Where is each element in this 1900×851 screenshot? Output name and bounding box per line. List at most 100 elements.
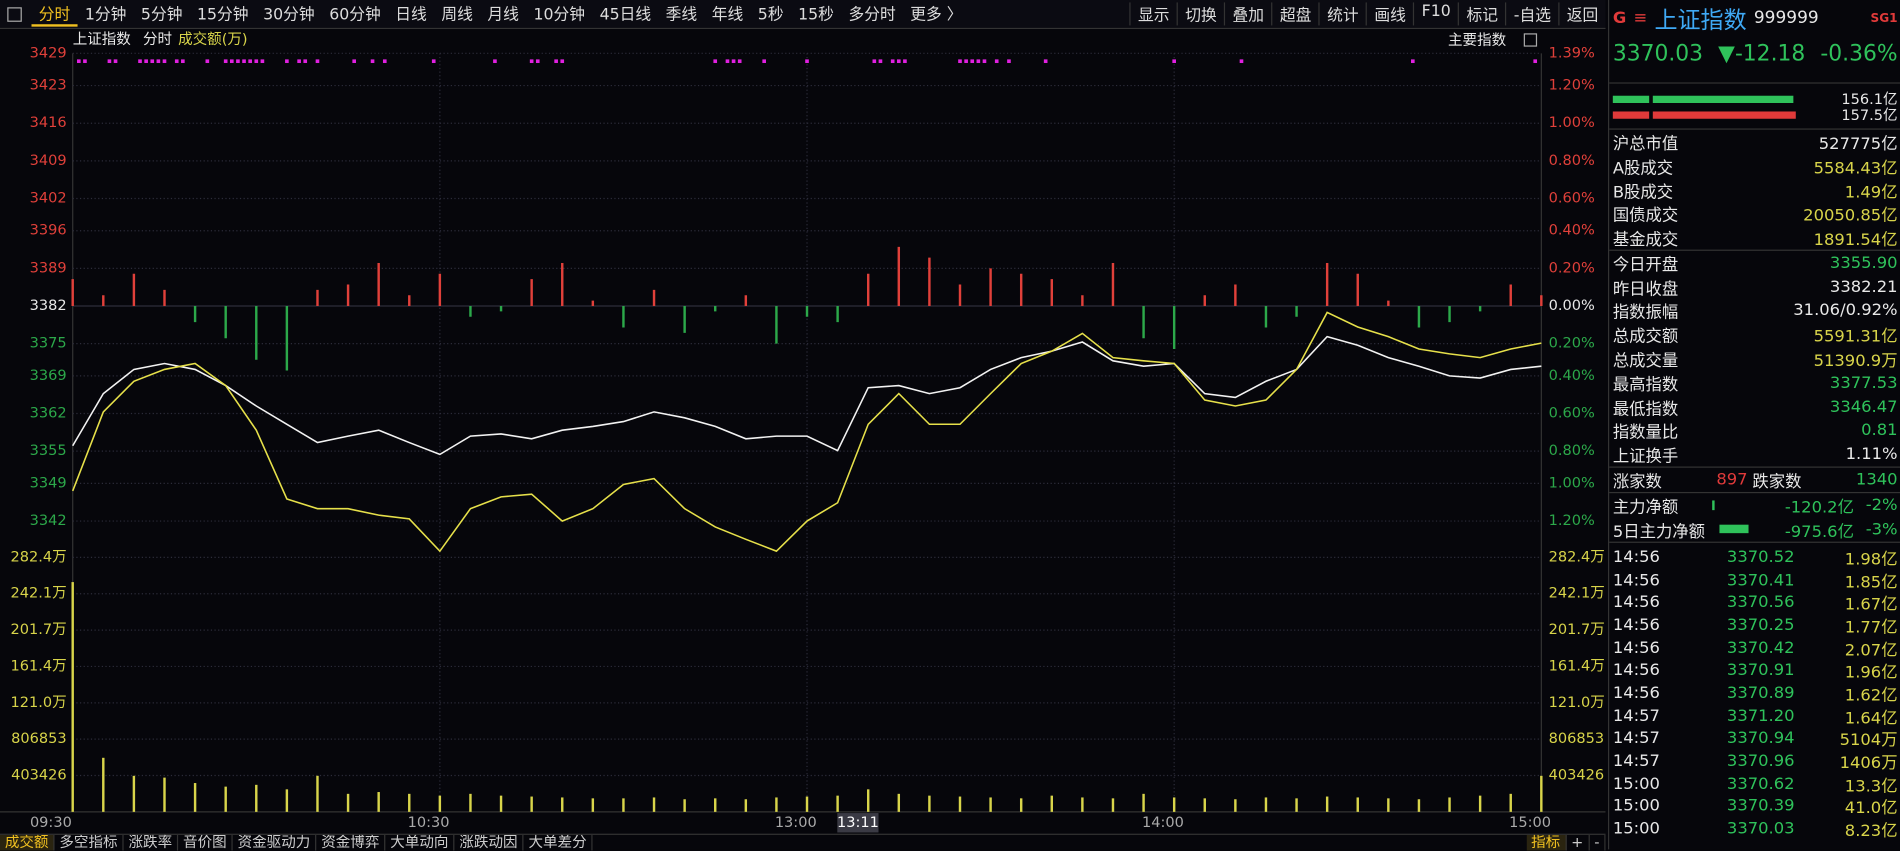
trade-time: 14:56 [1612,592,1660,613]
period-tab[interactable]: 5分钟 [140,6,183,25]
period-tab[interactable]: 10分钟 [533,6,586,25]
indicator-tab[interactable]: 涨跌率 [124,834,179,851]
volume-bar [1234,799,1237,812]
volume-bar [1142,793,1145,812]
y-tick-label: 3409 [30,153,67,169]
separator [1609,82,1900,90]
period-tab[interactable]: 周线 [441,6,473,25]
tool-button[interactable]: 叠加 [1224,2,1271,26]
trade-row: 14:56 3370.25 1.77亿 [1609,614,1900,638]
indicator-tab[interactable]: 涨跌动因 [455,834,524,851]
breadth-bar [224,305,227,339]
indicator-tab[interactable]: 资金博弈 [316,834,386,851]
signal-dot [242,59,246,64]
menu-icon[interactable]: ≡ [1633,8,1648,28]
volume-bar [316,775,319,812]
stat-row: 最低指数 3346.47 [1609,395,1900,419]
tool-button[interactable]: F10 [1413,2,1458,26]
period-tab[interactable]: 15分钟 [197,6,249,25]
stat-value: 1891.54亿 [1813,230,1898,250]
tool-button[interactable]: 画线 [1365,2,1413,26]
trade-volume: 1.98亿 [1844,549,1898,570]
period-tab[interactable]: 45日线 [599,6,652,25]
breadth-bar [591,300,595,306]
volume-bar [622,798,625,812]
indicator-tool[interactable]: 指标 [1526,834,1567,851]
stat-row: B股成交 1.49亿 [1609,178,1900,201]
stat-row: 上证换手 1.11% [1609,443,1900,467]
indicator-tab[interactable]: 成交额 [0,834,55,851]
vol-tick-label: 201.7万 [1549,622,1605,638]
tool-button[interactable]: 切换 [1176,2,1224,26]
breadth-bar [1081,295,1084,306]
trade-volume: 1.77亿 [1844,617,1898,638]
period-tab[interactable]: 季线 [665,6,698,25]
volume-bar [1387,798,1390,812]
indicator-tab[interactable]: 大单动向 [385,834,455,851]
tag: SG1 [1870,11,1898,25]
period-tab[interactable]: 60分钟 [329,6,381,25]
period-tab[interactable]: 日线 [395,6,427,25]
tool-button[interactable]: 返回 [1558,2,1605,26]
stat-label: 国债成交 [1612,206,1679,226]
trade-volume: 1.67亿 [1844,595,1898,615]
indicator-tool[interactable]: + [1566,834,1590,851]
period-tab[interactable]: 1分钟 [84,6,127,25]
tool-button[interactable]: -自选 [1505,2,1558,26]
trade-row: 14:56 3370.91 1.96亿 [1609,659,1900,683]
signal-dot [83,59,87,64]
tool-button[interactable]: 标记 [1458,2,1505,26]
signal-dot [248,59,252,64]
volume-bar [775,797,778,812]
volume-bar [1325,796,1329,812]
indicator-tab[interactable]: 音价图 [178,834,233,851]
signal-dot [1007,59,1011,64]
breadth-bar [714,305,717,312]
indicator-tab[interactable]: 大单差分 [524,834,593,851]
breadth-bar [255,305,258,360]
stats: 沪总市值 527775亿 A股成交 5584.43亿 B股成交 1.49亿 国债成交 2005… [1609,130,1900,467]
stat-label: 最高指数 [1612,375,1679,395]
period-tab[interactable]: 30分钟 [263,6,315,25]
stat-row: 昨日收盘 3382.21 [1609,275,1900,299]
period-tab[interactable]: 更多 〉 [910,6,963,25]
pct-label: 0.40% [1549,368,1595,384]
x-tick-label: 10:30 [408,815,450,831]
menu-icon[interactable] [7,6,22,22]
period-tab[interactable]: 15秒 [798,6,834,25]
volume-bar [408,793,411,812]
breadth-bar [193,305,197,323]
trade-volume: 1.64亿 [1844,708,1898,728]
signal-dot [964,59,968,64]
main-index-button[interactable]: 主要指数 [1448,32,1507,49]
stat-row: 沪总市值 527775亿 [1609,130,1900,153]
trade-volume: 13.3亿 [1844,776,1898,796]
indicator-tab[interactable]: 多空指标 [55,834,124,851]
tool-button[interactable]: 超盘 [1271,2,1318,26]
period-tab[interactable]: 5秒 [757,6,784,25]
breadth-bar [132,273,136,306]
stat-label: 指数量比 [1612,423,1679,443]
period-tab[interactable]: 月线 [487,6,519,25]
indicator-tool[interactable]: - [1589,834,1606,851]
breadth-bar [683,305,686,333]
main-flow-row: 主力净额 -120.2亿 -2% [1609,491,1900,517]
volume-bar [1264,797,1268,812]
trade-time: 14:56 [1612,547,1660,567]
trade-volume: 1.85亿 [1844,572,1898,593]
period-tab[interactable]: 年线 [711,6,744,25]
main-flow-pct: -2% [1865,495,1898,515]
tool-button[interactable]: 统计 [1318,2,1366,26]
tool-button[interactable]: 显示 [1129,2,1177,26]
indicator-tab[interactable]: 资金驱动力 [233,834,317,851]
volume-bar [1111,798,1115,812]
trade-price: 3370.96 [1726,751,1795,771]
trade-price: 3371.20 [1726,706,1795,726]
panel-toggle[interactable] [1523,33,1538,47]
stat-value: 51390.9万 [1813,351,1898,371]
signal-dot [138,59,142,64]
trade-price: 3370.91 [1726,660,1795,681]
period-tab[interactable]: 多分时 [848,6,896,25]
period-tab[interactable]: 分时 [31,1,78,27]
pct-label: 1.00% [1549,475,1595,491]
